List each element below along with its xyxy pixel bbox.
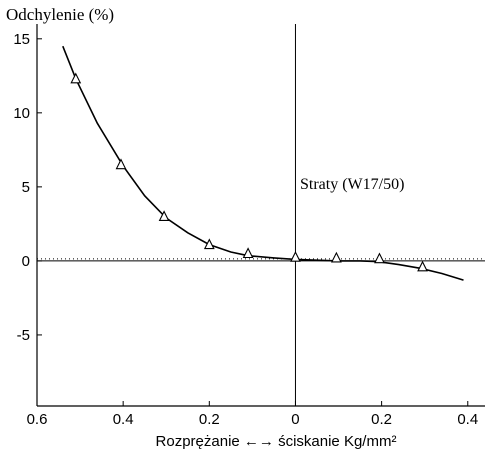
y-tick-label: 10	[13, 105, 30, 122]
data-point-marker	[330, 251, 342, 263]
x-tick-label: 0.2	[199, 411, 220, 428]
x-tick-label: 0.4	[457, 411, 478, 428]
x-tick-label: 0	[291, 411, 299, 428]
data-point-marker	[417, 260, 428, 272]
y-tick-label: 0	[22, 253, 30, 270]
data-point-marker	[115, 158, 127, 170]
x-tick-label: 0.4	[113, 411, 134, 428]
plot-area	[62, 45, 464, 281]
y-axis-title: Odchylenie (%)	[6, 5, 114, 24]
x-tick-label: 0.6	[27, 411, 48, 428]
series-line	[62, 45, 464, 281]
data-point-marker	[290, 250, 301, 262]
data-point-marker	[158, 210, 170, 222]
data-point-marker	[374, 252, 385, 264]
annotation-straty: Straty (W17/50)	[300, 176, 404, 193]
y-tick-label: 15	[13, 31, 30, 48]
y-tick-label: 5	[22, 179, 30, 196]
x-axis-title: Rozprężanie ←→ ściskanie Kg/mm²	[156, 433, 397, 450]
axes: 15 10 5 0 -5 0.6 0.4 0.2 0 0.2 0.4	[13, 24, 485, 428]
y-tick-label: -5	[17, 327, 30, 344]
data-point-marker	[203, 238, 215, 250]
data-point-marker	[70, 72, 82, 84]
data-point-marker	[242, 247, 254, 259]
x-tick-label: 0.2	[371, 411, 392, 428]
